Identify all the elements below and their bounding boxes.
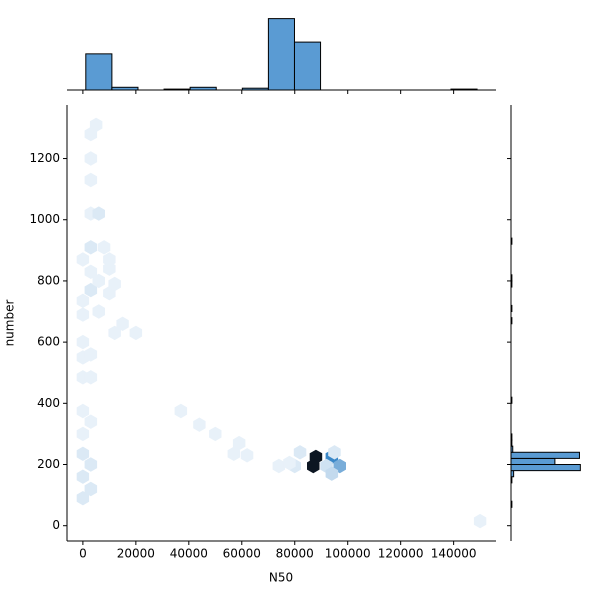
- hex-bin: [108, 325, 121, 341]
- hex-bin: [76, 293, 90, 308]
- x-tick-label: 120000: [378, 547, 424, 561]
- hex-bin: [272, 458, 286, 474]
- hex-bin: [84, 457, 98, 472]
- hex-bin: [84, 172, 98, 188]
- x-tick-label: 140000: [431, 547, 477, 561]
- y-tick-label: 0: [52, 518, 60, 532]
- hex-bin: [103, 252, 116, 267]
- x-tick-label: 100000: [325, 547, 371, 561]
- hex-bin: [103, 261, 116, 276]
- hex-bin: [174, 403, 188, 419]
- histogram-bar: [510, 464, 581, 472]
- x-tick-label: 80000: [276, 547, 314, 561]
- y-tick-label: 600: [37, 335, 60, 349]
- x-tick-label: 20000: [117, 547, 155, 561]
- hex-bin: [473, 513, 487, 529]
- hex-bin: [84, 481, 98, 497]
- hex-bin: [84, 264, 98, 279]
- hex-bin: [84, 282, 98, 298]
- hex-bin: [232, 435, 246, 451]
- x-tick-label: 40000: [170, 547, 208, 561]
- hex-bin: [328, 445, 341, 460]
- hex-bin: [325, 466, 339, 481]
- hex-bin: [76, 446, 90, 461]
- hex-bin: [129, 325, 143, 341]
- hex-bin: [84, 240, 98, 255]
- hex-bin: [92, 273, 105, 289]
- hex-bin: [76, 426, 90, 442]
- hex-bin: [89, 117, 103, 133]
- hex-bin: [76, 252, 90, 267]
- hex-bin: [227, 446, 241, 461]
- hex-bin: [209, 426, 222, 442]
- hex-bin: [76, 469, 90, 484]
- y-tick-label: 200: [37, 457, 60, 471]
- histogram-bar: [510, 457, 556, 466]
- hex-bin: [84, 151, 98, 166]
- hex-bin: [84, 347, 98, 362]
- histogram-bar: [510, 451, 580, 459]
- x-axis-label: N50: [269, 571, 293, 585]
- y-tick-label: 800: [37, 273, 60, 287]
- hex-bin: [193, 417, 206, 432]
- hex-bin: [92, 206, 105, 221]
- hex-bin: [76, 334, 90, 350]
- hex-bin: [92, 304, 105, 319]
- x-tick-label: 60000: [223, 547, 261, 561]
- hex-bin: [293, 445, 307, 460]
- y-tick-label: 1200: [29, 151, 60, 165]
- y-axis-label: number: [3, 300, 17, 347]
- hex-bin: [307, 458, 320, 474]
- histogram-bar: [85, 53, 113, 91]
- histogram-bar: [267, 18, 295, 91]
- hex-bin: [240, 448, 254, 463]
- hex-bin: [76, 491, 90, 506]
- hex-bin: [97, 240, 111, 255]
- hex-bin: [84, 414, 98, 429]
- hex-bin: [76, 307, 90, 322]
- histogram-bar: [293, 41, 322, 91]
- x-tick-label: 0: [79, 547, 87, 561]
- y-tick-label: 400: [37, 396, 60, 410]
- hex-bin: [116, 316, 129, 331]
- hex-bin: [76, 403, 90, 419]
- hex-bin: [283, 455, 296, 471]
- hex-bin: [108, 276, 121, 292]
- hex-bin: [84, 370, 98, 385]
- y-tick-label: 1000: [29, 212, 60, 226]
